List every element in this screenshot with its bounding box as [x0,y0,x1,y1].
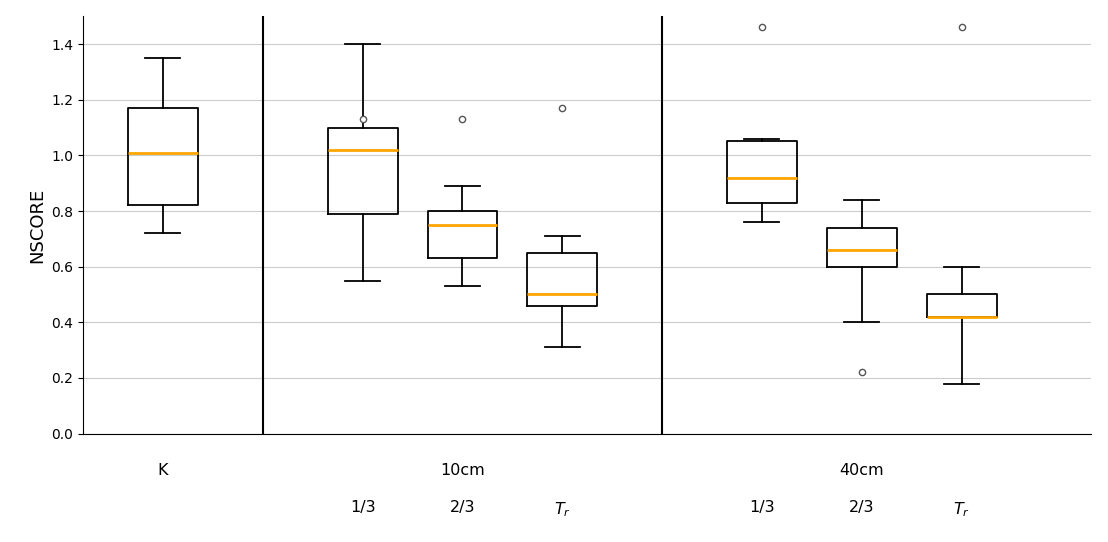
Text: 1/3: 1/3 [749,500,774,515]
Text: $T_r$: $T_r$ [554,500,571,519]
Text: $T_r$: $T_r$ [953,500,971,519]
Text: 40cm: 40cm [840,463,884,478]
Text: 10cm: 10cm [440,463,485,478]
Text: 2/3: 2/3 [450,500,475,515]
Text: 1/3: 1/3 [350,500,376,515]
Text: 2/3: 2/3 [849,500,874,515]
Text: K: K [157,463,168,478]
Y-axis label: NSCORE: NSCORE [28,188,45,262]
